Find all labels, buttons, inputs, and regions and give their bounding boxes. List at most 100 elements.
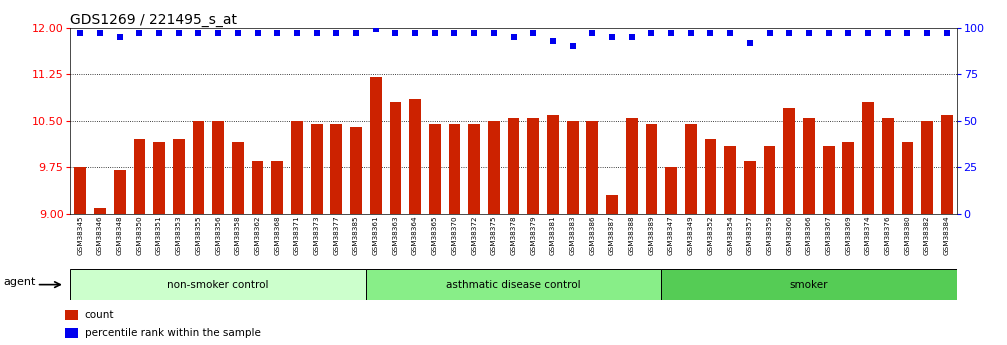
Point xyxy=(742,40,758,45)
Point xyxy=(446,30,462,36)
Bar xyxy=(823,146,835,214)
Point xyxy=(388,30,404,36)
Point xyxy=(840,30,856,36)
Text: smoker: smoker xyxy=(789,280,828,289)
Bar xyxy=(882,118,893,214)
Bar xyxy=(173,139,184,214)
Bar xyxy=(803,118,815,214)
Bar xyxy=(311,124,322,214)
Point xyxy=(230,30,246,36)
Bar xyxy=(192,121,204,214)
Bar xyxy=(547,115,559,214)
Bar xyxy=(330,124,342,214)
Point xyxy=(171,30,187,36)
Bar xyxy=(567,121,579,214)
Bar xyxy=(625,118,637,214)
Point xyxy=(919,30,936,36)
Point xyxy=(407,30,423,36)
Text: percentile rank within the sample: percentile rank within the sample xyxy=(85,328,261,338)
Point xyxy=(506,34,522,40)
Bar xyxy=(685,124,697,214)
Point xyxy=(781,30,798,36)
Point xyxy=(663,30,679,36)
Bar xyxy=(409,99,421,214)
Point xyxy=(368,27,384,32)
Bar xyxy=(390,102,402,214)
Bar xyxy=(901,142,913,214)
Point xyxy=(643,30,660,36)
Point xyxy=(73,30,89,36)
Bar xyxy=(921,121,933,214)
Point xyxy=(466,30,482,36)
Bar xyxy=(645,124,658,214)
Point xyxy=(801,30,817,36)
Point xyxy=(683,30,699,36)
Point xyxy=(485,30,501,36)
Bar xyxy=(724,146,736,214)
Bar xyxy=(843,142,854,214)
Point xyxy=(899,30,915,36)
Bar xyxy=(468,124,480,214)
Bar xyxy=(65,328,78,338)
Bar xyxy=(662,269,957,300)
Point xyxy=(623,34,639,40)
Bar xyxy=(666,167,677,214)
Bar xyxy=(232,142,244,214)
Bar xyxy=(783,108,796,214)
Bar xyxy=(763,146,775,214)
Bar xyxy=(212,121,225,214)
Bar xyxy=(508,118,520,214)
Point xyxy=(210,30,227,36)
Point xyxy=(565,43,581,49)
Text: count: count xyxy=(85,310,114,320)
Point xyxy=(112,34,128,40)
Text: agent: agent xyxy=(4,277,36,286)
Point xyxy=(289,30,305,36)
Point xyxy=(526,30,542,36)
Point xyxy=(427,30,443,36)
Bar xyxy=(366,269,662,300)
Bar xyxy=(291,121,303,214)
Point xyxy=(190,30,206,36)
Point xyxy=(821,30,837,36)
Point xyxy=(308,30,324,36)
Bar xyxy=(586,121,598,214)
Point xyxy=(722,30,738,36)
Text: non-smoker control: non-smoker control xyxy=(167,280,269,289)
Text: GDS1269 / 221495_s_at: GDS1269 / 221495_s_at xyxy=(70,12,238,27)
Bar xyxy=(528,118,539,214)
Bar xyxy=(370,77,382,214)
Bar xyxy=(744,161,756,214)
Point xyxy=(860,30,876,36)
Bar xyxy=(65,310,78,320)
Bar xyxy=(350,127,362,214)
Bar xyxy=(488,121,499,214)
Bar xyxy=(429,124,441,214)
Bar xyxy=(862,102,874,214)
Bar xyxy=(134,139,145,214)
Point xyxy=(761,30,777,36)
Bar xyxy=(94,208,106,214)
Point xyxy=(269,30,285,36)
Point xyxy=(703,30,719,36)
Bar xyxy=(153,142,165,214)
Point xyxy=(348,30,365,36)
Bar xyxy=(271,161,283,214)
Point xyxy=(880,30,896,36)
Bar xyxy=(606,195,618,214)
Point xyxy=(328,30,344,36)
Point xyxy=(131,30,147,36)
Point xyxy=(250,30,266,36)
Point xyxy=(151,30,167,36)
Point xyxy=(545,38,561,43)
Point xyxy=(584,30,600,36)
Bar xyxy=(252,161,264,214)
Point xyxy=(939,30,955,36)
Bar xyxy=(941,115,953,214)
Bar xyxy=(448,124,460,214)
Bar xyxy=(114,170,126,214)
Point xyxy=(92,30,108,36)
Point xyxy=(604,34,620,40)
Bar xyxy=(705,139,716,214)
Bar xyxy=(70,269,366,300)
